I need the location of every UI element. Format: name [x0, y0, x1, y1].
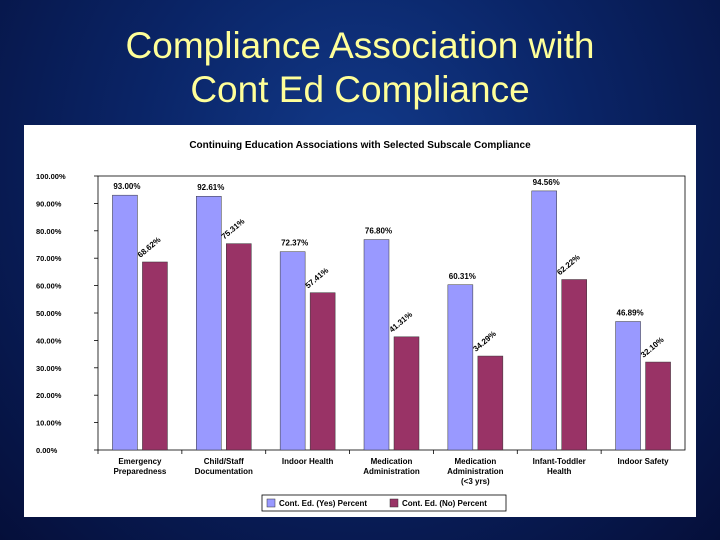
- legend-box: [261, 494, 507, 512]
- y-tick-label: 30.00%: [36, 364, 62, 373]
- data-label-no-6: 62.22%: [555, 253, 582, 277]
- bar-yes-6: [531, 190, 557, 451]
- legend-swatch-no: [389, 498, 399, 508]
- x-tick-label-5: Administration: [447, 467, 504, 476]
- slide-title: Compliance Association with Cont Ed Comp…: [0, 24, 720, 112]
- data-label-yes-6: 94.56%: [533, 178, 560, 187]
- bar-no-4: [393, 336, 420, 451]
- data-label-yes-4: 76.80%: [365, 227, 392, 236]
- y-tick-label: 0.00%: [36, 446, 58, 455]
- bar-yes-5: [447, 284, 474, 451]
- slide-title-line-2: Cont Ed Compliance: [190, 69, 530, 110]
- bar-chart: Continuing Education Associations with S…: [36, 140, 686, 512]
- x-tick-label-4: Medication: [371, 457, 413, 466]
- y-tick-label: 60.00%: [36, 282, 62, 291]
- slide-title-line-1: Compliance Association with: [125, 25, 595, 66]
- y-tick-label: 40.00%: [36, 336, 62, 345]
- y-tick-label: 90.00%: [36, 199, 62, 208]
- x-tick-label-2: Documentation: [195, 467, 253, 476]
- data-label-no-1: 68.62%: [136, 235, 163, 259]
- plot-area-border: [97, 175, 686, 451]
- bar-yes-2: [196, 195, 222, 451]
- x-tick-label-2: Child/Staff: [204, 457, 244, 466]
- data-label-no-4: 41.31%: [388, 310, 415, 334]
- bar-yes-3: [279, 251, 306, 451]
- bar-no-1: [142, 261, 168, 451]
- y-tick-label: 10.00%: [36, 419, 62, 428]
- legend-swatch-yes: [266, 498, 276, 508]
- data-label-yes-1: 93.00%: [113, 182, 140, 191]
- legend-label-no: Cont. Ed. (No) Percent: [402, 499, 487, 508]
- x-tick-label-1: Emergency: [118, 457, 162, 466]
- bar-yes-7: [615, 321, 641, 451]
- x-tick-label-5: (<3 yrs): [461, 477, 490, 486]
- chart-title: Continuing Education Associations with S…: [189, 140, 531, 151]
- data-label-yes-7: 46.89%: [617, 309, 644, 318]
- bar-no-7: [645, 361, 671, 451]
- y-tick-label: 50.00%: [36, 309, 62, 318]
- y-tick-label: 20.00%: [36, 391, 62, 400]
- x-tick-label-7: Indoor Safety: [618, 457, 670, 466]
- bar-yes-1: [112, 194, 138, 451]
- bar-no-3: [309, 292, 336, 451]
- y-tick-label: 100.00%: [36, 172, 66, 181]
- data-label-no-5: 34.29%: [471, 329, 498, 353]
- y-tick-label: 80.00%: [36, 227, 62, 236]
- x-tick-label-3: Indoor Health: [282, 457, 334, 466]
- x-tick-label-1: Preparedness: [113, 467, 166, 476]
- data-label-no-7: 32.10%: [639, 335, 666, 359]
- chart-frame: Continuing Education Associations with S…: [24, 125, 696, 517]
- bar-yes-4: [363, 239, 390, 451]
- x-tick-label-6: Health: [547, 467, 572, 476]
- data-label-no-2: 75.31%: [220, 217, 247, 241]
- y-tick-label: 70.00%: [36, 254, 62, 263]
- legend-label-yes: Cont. Ed. (Yes) Percent: [279, 499, 367, 508]
- bar-no-6: [561, 279, 587, 451]
- data-label-no-3: 57.41%: [304, 266, 331, 290]
- x-tick-label-6: Infant-Toddler: [533, 457, 586, 466]
- data-label-yes-3: 72.37%: [281, 239, 308, 248]
- data-label-yes-2: 92.61%: [197, 183, 224, 192]
- bar-no-2: [226, 243, 252, 451]
- x-tick-label-4: Administration: [363, 467, 420, 476]
- x-tick-label-5: Medication: [454, 457, 496, 466]
- data-label-yes-5: 60.31%: [449, 272, 476, 281]
- bar-no-5: [477, 355, 504, 451]
